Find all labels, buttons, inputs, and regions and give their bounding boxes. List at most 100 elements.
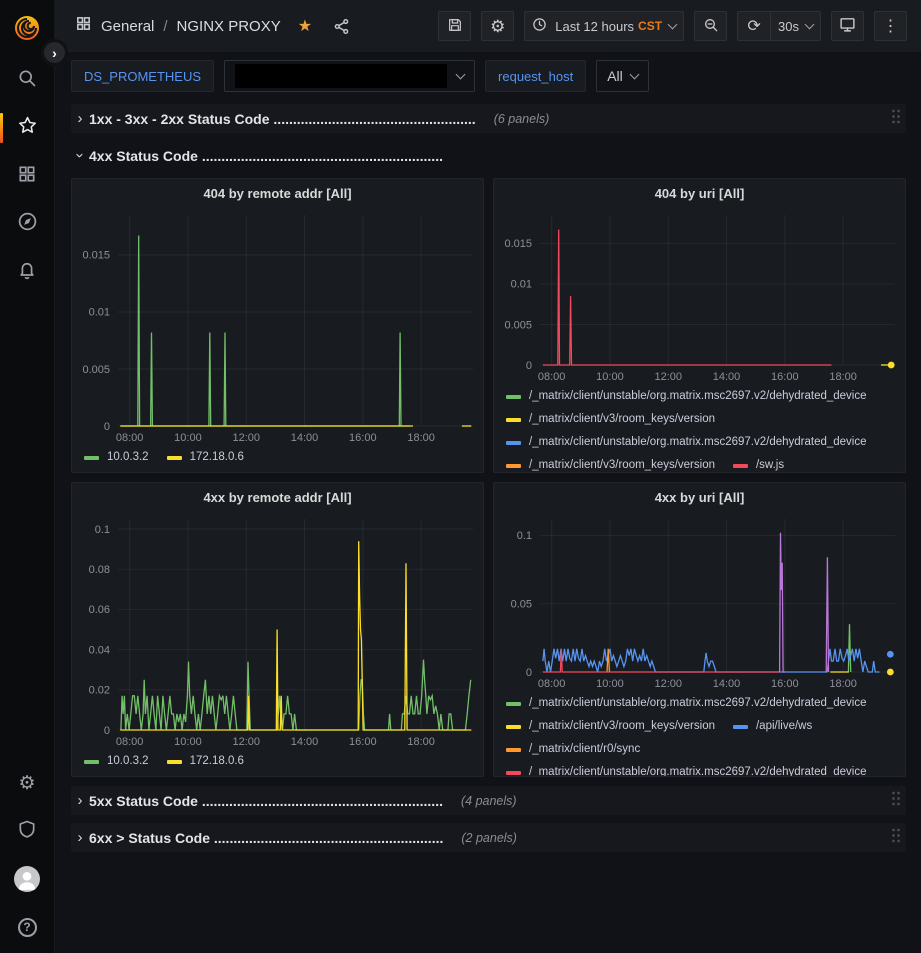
- legend-item[interactable]: 10.0.3.2: [84, 750, 149, 773]
- datasource-variable-label[interactable]: DS_PROMETHEUS: [71, 60, 215, 92]
- refresh-button[interactable]: ⟳: [737, 11, 771, 41]
- legend-swatch: [84, 759, 99, 764]
- svg-text:0.08: 0.08: [89, 564, 110, 576]
- shield-icon: [17, 819, 37, 844]
- panel-title[interactable]: 4xx by remote addr [All]: [203, 489, 352, 505]
- cycle-view-mode-button[interactable]: [831, 11, 864, 41]
- datasource-variable-select[interactable]: [224, 60, 476, 92]
- svg-text:0.015: 0.015: [504, 238, 532, 250]
- grafana-logo-icon: [15, 16, 39, 40]
- sidebar-item-server-admin[interactable]: [0, 807, 55, 855]
- chevron-down-icon: ›: [71, 153, 89, 158]
- legend-label: /api/live/ws: [755, 720, 813, 732]
- chevron-right-icon: ›: [52, 44, 57, 61]
- row-6xx[interactable]: › 6xx > Status Code ....................…: [71, 823, 906, 852]
- time-series-chart[interactable]: 0 0.005 0.01 0.015 08:00 10:00 12:00 14:00 16:00…: [494, 207, 905, 385]
- legend-label: /_matrix/client/v3/room_keys/version: [529, 720, 715, 732]
- panel-grid-row-1: 404 by remote addr [All] 0 0.005 0.01 0.015…: [71, 178, 906, 777]
- sidebar-item-configuration[interactable]: ⚙: [0, 759, 55, 807]
- drag-handle[interactable]: [891, 790, 901, 811]
- legend-label: /_matrix/client/unstable/org.matrix.msc2…: [529, 436, 867, 448]
- panel-title[interactable]: 404 by uri [All]: [654, 185, 745, 201]
- share-icon[interactable]: [333, 18, 350, 35]
- row-1xx-3xx-2xx[interactable]: › 1xx - 3xx - 2xx Status Code ..........…: [71, 104, 906, 133]
- sidebar-item-profile[interactable]: [0, 855, 55, 903]
- dashboard-title[interactable]: NGINX PROXY: [176, 17, 281, 35]
- dashboards-grid-icon: [17, 164, 37, 189]
- grafana-logo[interactable]: [0, 0, 54, 56]
- time-range-label: Last 12 hours: [555, 18, 635, 34]
- legend-swatch: [506, 770, 521, 775]
- legend-item[interactable]: 172.18.0.6: [166, 750, 244, 773]
- request-host-variable-label[interactable]: request_host: [485, 60, 587, 92]
- time-series-chart[interactable]: 0 0.05 0.1 08:00 10:00 12:00 14:00 16:00 18:00: [494, 511, 905, 692]
- panel-title[interactable]: 4xx by uri [All]: [654, 489, 745, 505]
- row-5xx[interactable]: › 5xx Status Code ......................…: [71, 786, 906, 815]
- svg-text:16:00: 16:00: [349, 432, 377, 444]
- help-icon: ?: [17, 917, 37, 937]
- row-4xx[interactable]: › 4xx Status Code ......................…: [71, 141, 906, 170]
- dashboard-settings-button[interactable]: ⚙: [481, 11, 515, 41]
- variables-bar: DS_PROMETHEUS request_host All: [55, 52, 921, 98]
- sidebar-item-search[interactable]: [0, 56, 55, 104]
- legend-item[interactable]: /_matrix/client/v3/room_keys/version: [506, 408, 715, 431]
- legend-item[interactable]: /_matrix/client/r0/sync: [506, 738, 640, 761]
- sidebar-item-explore[interactable]: [0, 200, 55, 248]
- legend-item[interactable]: /_matrix/client/unstable/org.matrix.msc2…: [506, 692, 867, 715]
- row-panel-count: (2 panels): [461, 830, 517, 845]
- time-range-picker[interactable]: Last 12 hours CST: [524, 11, 685, 41]
- row-title[interactable]: 4xx Status Code ........................…: [89, 147, 443, 164]
- chevron-down-icon: [455, 69, 466, 79]
- legend-item[interactable]: /_matrix/client/v3/room_keys/version: [506, 715, 715, 738]
- time-series-chart[interactable]: 0 0.02 0.04 0.06 0.08 0.1 08:00 10:00 12:00 14:00…: [72, 511, 483, 750]
- sidebar-item-dashboards[interactable]: [0, 152, 55, 200]
- favorite-star-icon[interactable]: ★: [297, 18, 313, 35]
- svg-text:18:00: 18:00: [407, 736, 435, 748]
- legend-label: 172.18.0.6: [189, 755, 244, 767]
- panel-legend: 10.0.3.2 172.18.0.6: [72, 750, 483, 776]
- gear-icon: ⚙: [18, 772, 36, 794]
- legend-item[interactable]: /sw.js: [732, 454, 784, 472]
- legend-item[interactable]: /_matrix/client/unstable/org.matrix.msc2…: [506, 761, 867, 776]
- legend-label: /_matrix/client/v3/room_keys/version: [529, 413, 715, 425]
- breadcrumb-section[interactable]: General: [101, 17, 155, 35]
- save-dashboard-button[interactable]: [438, 11, 472, 41]
- refresh-interval-picker[interactable]: 30s: [770, 11, 821, 41]
- svg-text:10:00: 10:00: [596, 371, 624, 383]
- legend-swatch: [506, 417, 521, 422]
- row-panel-count: (4 panels): [460, 793, 517, 808]
- breadcrumb: General / NGINX PROXY ★: [75, 15, 350, 37]
- sidebar-item-alerting[interactable]: [0, 248, 55, 296]
- svg-text:0.01: 0.01: [89, 307, 110, 319]
- svg-text:14:00: 14:00: [291, 432, 319, 444]
- legend-item[interactable]: 10.0.3.2: [84, 446, 149, 469]
- row-title[interactable]: 5xx Status Code ........................…: [89, 792, 443, 809]
- legend-item[interactable]: /_matrix/client/unstable/org.matrix.msc2…: [506, 431, 867, 454]
- row-panel-count: (6 panels): [493, 111, 550, 126]
- legend-item[interactable]: /_matrix/client/v3/room_keys/version: [506, 454, 715, 472]
- drag-handle[interactable]: [891, 108, 901, 129]
- zoom-out-button[interactable]: [694, 11, 728, 41]
- svg-text:10:00: 10:00: [174, 736, 202, 748]
- legend-item[interactable]: /api/live/ws: [732, 715, 813, 738]
- dashboard-scroll-area[interactable]: › 1xx - 3xx - 2xx Status Code ..........…: [55, 98, 921, 953]
- request-host-variable-select[interactable]: All: [596, 60, 649, 92]
- svg-text:0.015: 0.015: [82, 250, 110, 262]
- row-title[interactable]: 6xx > Status Code ......................…: [89, 829, 444, 846]
- bell-icon: [17, 260, 37, 285]
- legend-label: /_matrix/client/unstable/org.matrix.msc2…: [529, 766, 867, 776]
- svg-text:0.01: 0.01: [511, 279, 532, 291]
- more-options-button[interactable]: ⋮: [874, 11, 907, 41]
- legend-label: /_matrix/client/r0/sync: [529, 743, 641, 755]
- breadcrumb-separator: /: [163, 17, 168, 35]
- legend-item[interactable]: 172.18.0.6: [166, 446, 244, 469]
- row-title[interactable]: 1xx - 3xx - 2xx Status Code ............…: [89, 110, 476, 127]
- sidebar-toggle-button[interactable]: ›: [41, 39, 68, 66]
- sidebar-item-help[interactable]: ?: [0, 903, 55, 951]
- panel-title[interactable]: 404 by remote addr [All]: [203, 185, 352, 201]
- sidebar-item-starred[interactable]: [0, 104, 55, 152]
- time-series-chart[interactable]: 0 0.005 0.01 0.015 08:00 10:00 12:00 14:00 16:00…: [72, 207, 483, 446]
- drag-handle[interactable]: [891, 827, 901, 848]
- legend-item[interactable]: /_matrix/client/unstable/org.matrix.msc2…: [506, 385, 867, 408]
- dashboard-header: General / NGINX PROXY ★ ⚙ Last 12 hours: [55, 0, 921, 52]
